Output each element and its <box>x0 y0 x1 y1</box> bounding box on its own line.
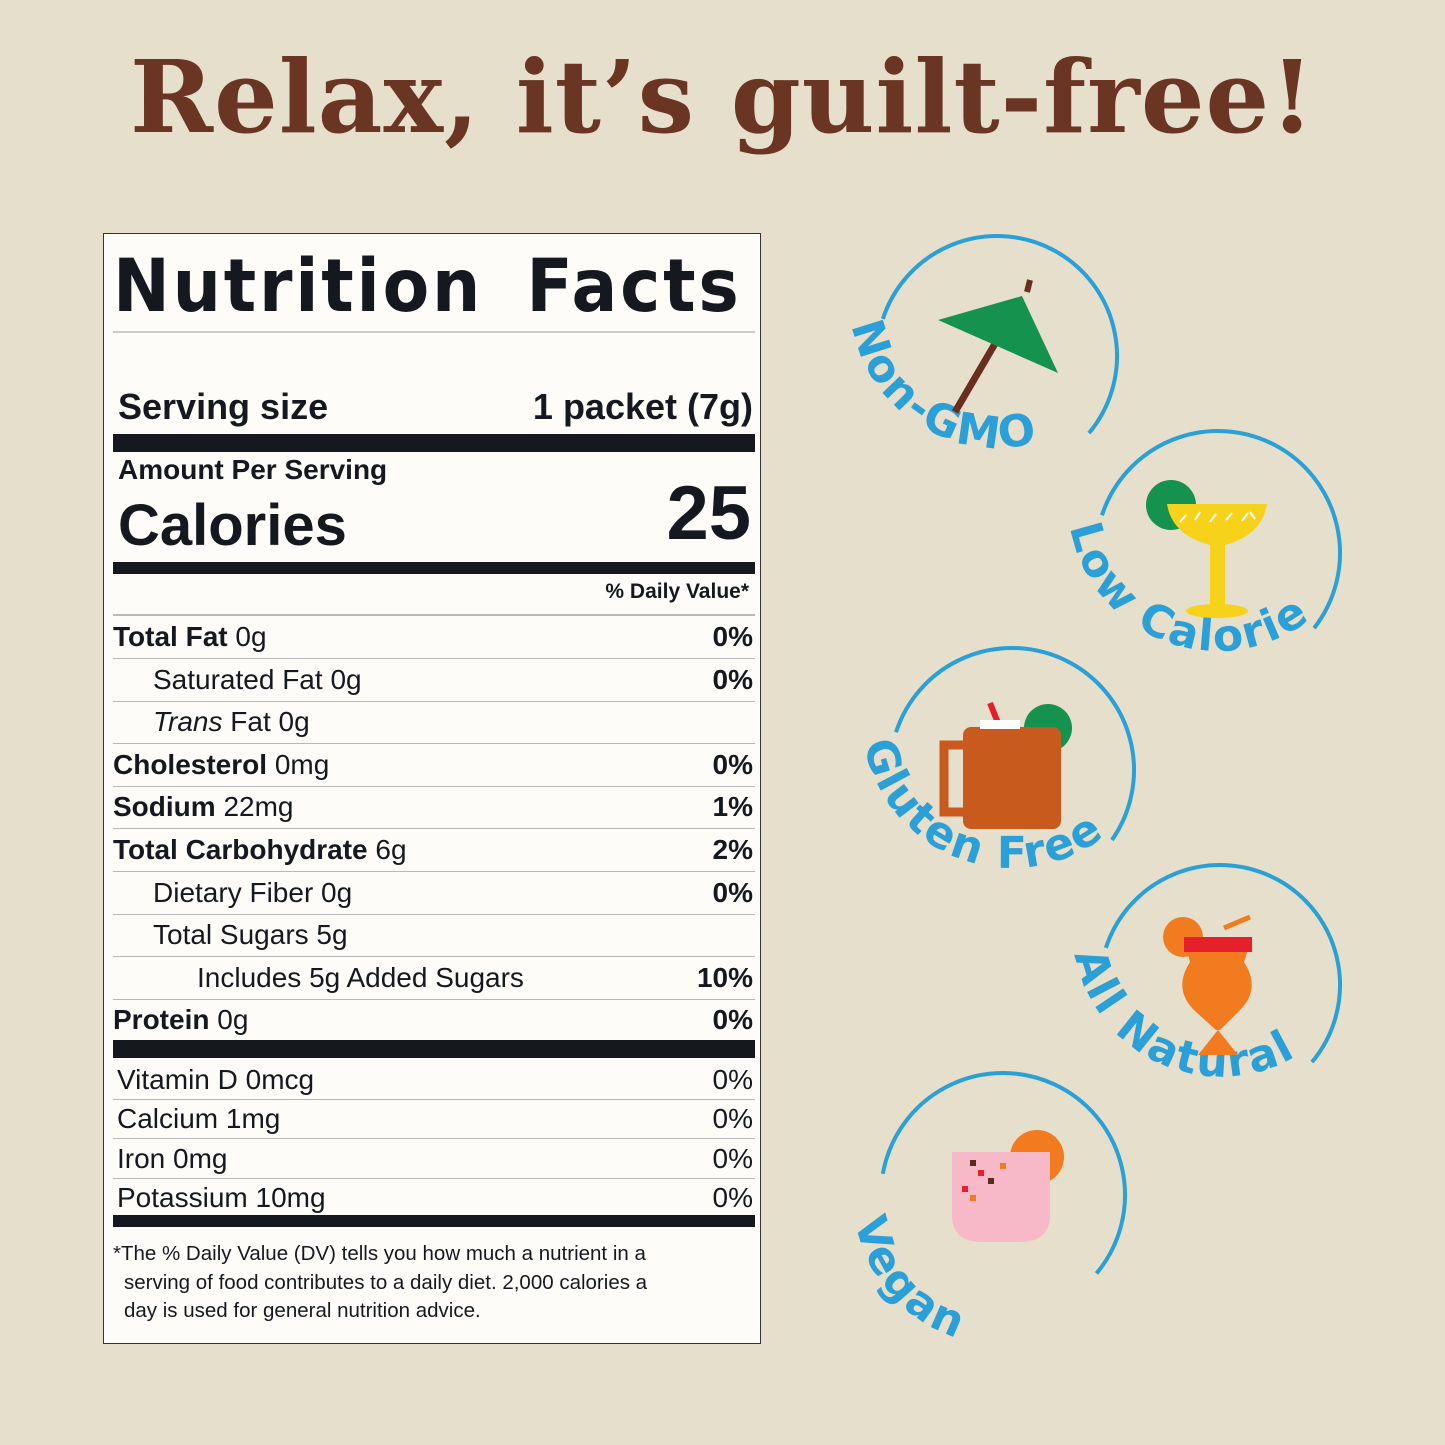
nutrient-daily-value: 0% <box>712 748 753 780</box>
nutrient-daily-value: 0% <box>712 876 753 908</box>
divider-thick <box>113 1040 755 1058</box>
badge-ring <box>880 234 1119 435</box>
nutrient-amount: 0g <box>217 1004 249 1036</box>
nutrient-row: Total Carbohydrate 6g 2% <box>113 829 755 872</box>
nutrient-label: Trans Fat 0g <box>153 701 310 743</box>
nutrient-label: Saturated Fat 0g <box>153 659 362 701</box>
nutrient-name: Cholesterol <box>113 748 268 780</box>
serving-size-label: Serving size <box>118 386 329 427</box>
badge-ring <box>1103 863 1342 1064</box>
nutrient-amount: 0g <box>321 876 353 908</box>
daily-value-header: % Daily Value* <box>605 580 749 603</box>
nutrient-daily-value: 1% <box>712 791 753 823</box>
nutrient-daily-value: 0% <box>712 1004 753 1036</box>
divider-thick <box>113 434 755 452</box>
vitamin-row: Iron 0mg 0% <box>113 1139 755 1179</box>
serving-size-value: 1 packet (7g) <box>532 386 753 427</box>
nutrient-name: Total Carbohydrate <box>113 834 368 865</box>
margarita-glass-icon <box>1146 480 1267 618</box>
amount-per-serving: Amount Per Serving <box>118 454 388 485</box>
nutrient-name: Dietary Fiber <box>153 876 314 908</box>
nutrient-name-suffix: Fat <box>230 706 271 738</box>
nutrient-name: Saturated Fat <box>153 663 323 695</box>
badge-ring <box>1100 429 1342 630</box>
divider-medium <box>113 1215 755 1227</box>
vitamin-row: Potassium 10mg 0% <box>113 1178 755 1217</box>
pink-cocktail-icon <box>952 1130 1064 1242</box>
nutrient-name: Total Sugars <box>153 919 309 951</box>
mule-mug-icon <box>939 701 1072 829</box>
vitamin-daily-value: 0% <box>712 1064 753 1095</box>
vitamin-daily-value: 0% <box>712 1181 753 1213</box>
nutrition-facts-label: Nutrition Facts Serving size 1 packet (7… <box>103 233 761 1344</box>
vitamin-label: Vitamin D 0mcg <box>117 1064 315 1095</box>
vitamin-daily-value: 0% <box>712 1103 753 1135</box>
badge-label: Vegan <box>844 1210 974 1349</box>
badge-label: All Natural <box>1064 943 1303 1088</box>
calories-label: Calories <box>118 493 347 558</box>
vitamin-label: Potassium 10mg <box>117 1181 326 1213</box>
nutrient-label: Total Sugars 5g <box>153 914 348 956</box>
nutrient-daily-value: 0% <box>712 663 753 695</box>
vitamin-row: Calcium 1mg 0% <box>113 1099 755 1140</box>
nutrient-label: Cholesterol 0mg <box>113 744 329 786</box>
vitamin-daily-value: 0% <box>712 1142 753 1174</box>
nutrient-amount: 0g <box>278 706 310 738</box>
nutrient-daily-value: 2% <box>712 834 753 865</box>
nutrient-daily-value: 0% <box>712 621 753 652</box>
nutrient-label: Protein 0g <box>113 999 248 1041</box>
vitamin-label: Calcium 1mg <box>117 1103 281 1135</box>
nutrient-name: Trans <box>153 706 223 738</box>
hurricane-cocktail-icon <box>1163 914 1252 1055</box>
nutrient-row: Sodium 22mg 1% <box>113 786 755 830</box>
headline: Relax, it’s guilt-free! <box>129 38 1315 156</box>
badge-label: Low Calorie <box>1059 516 1318 662</box>
nutrient-label: Total Carbohydrate 6g <box>113 829 407 871</box>
nutrient-name: Includes 5g Added Sugars <box>197 961 524 993</box>
badge-ring <box>894 646 1136 842</box>
nutrient-name: Sodium <box>113 791 216 823</box>
nutrient-label: Total Fat 0g <box>113 616 267 658</box>
nutrient-row: Dietary Fiber 0g 0% <box>113 872 755 915</box>
badge-non-gmo: Non-GMO <box>841 234 1119 460</box>
nutrient-row: Includes 5g Added Sugars 10% <box>113 957 755 1000</box>
nutrient-name: Protein <box>113 1004 210 1036</box>
nutrient-amount: 0mg <box>274 748 330 780</box>
badge-ring <box>880 1071 1127 1275</box>
divider-medium <box>113 562 755 574</box>
nutrient-name: Total Fat <box>113 621 228 652</box>
vitamin-row: Vitamin D 0mcg 0% <box>113 1060 755 1100</box>
nutrient-row: Trans Fat 0g <box>113 701 755 745</box>
nutrient-amount: 5g <box>316 919 348 951</box>
badge-low-calorie: Low Calorie <box>1059 429 1342 663</box>
nutrient-daily-value: 10% <box>696 961 753 993</box>
calories-value: 25 <box>666 471 751 556</box>
nutrient-amount: 6g <box>375 834 407 865</box>
nutrient-label: Includes 5g Added Sugars <box>197 957 524 999</box>
vitamin-label: Iron 0mg <box>117 1142 228 1174</box>
nutrient-row: Cholesterol 0mg 0% <box>113 744 755 787</box>
nutrient-label: Dietary Fiber 0g <box>153 872 352 914</box>
nutrient-label: Sodium 22mg <box>113 786 294 828</box>
nutrition-facts-title: Nutrition Facts <box>113 244 742 329</box>
nutrient-row: Total Fat 0g 0% <box>113 616 755 659</box>
nutrient-amount: 22mg <box>223 791 294 823</box>
serving-size-row: Serving size 1 packet (7g) <box>113 386 755 434</box>
nutrient-amount: 0g <box>235 621 267 652</box>
cocktail-umbrella-icon <box>938 279 1058 414</box>
nutrient-row: Saturated Fat 0g 0% <box>113 659 755 702</box>
nutrient-amount: 0g <box>330 663 362 695</box>
footnote: *The % Daily Value (DV) tells you how mu… <box>113 1242 648 1322</box>
nutrient-row: Total Sugars 5g <box>113 914 755 958</box>
